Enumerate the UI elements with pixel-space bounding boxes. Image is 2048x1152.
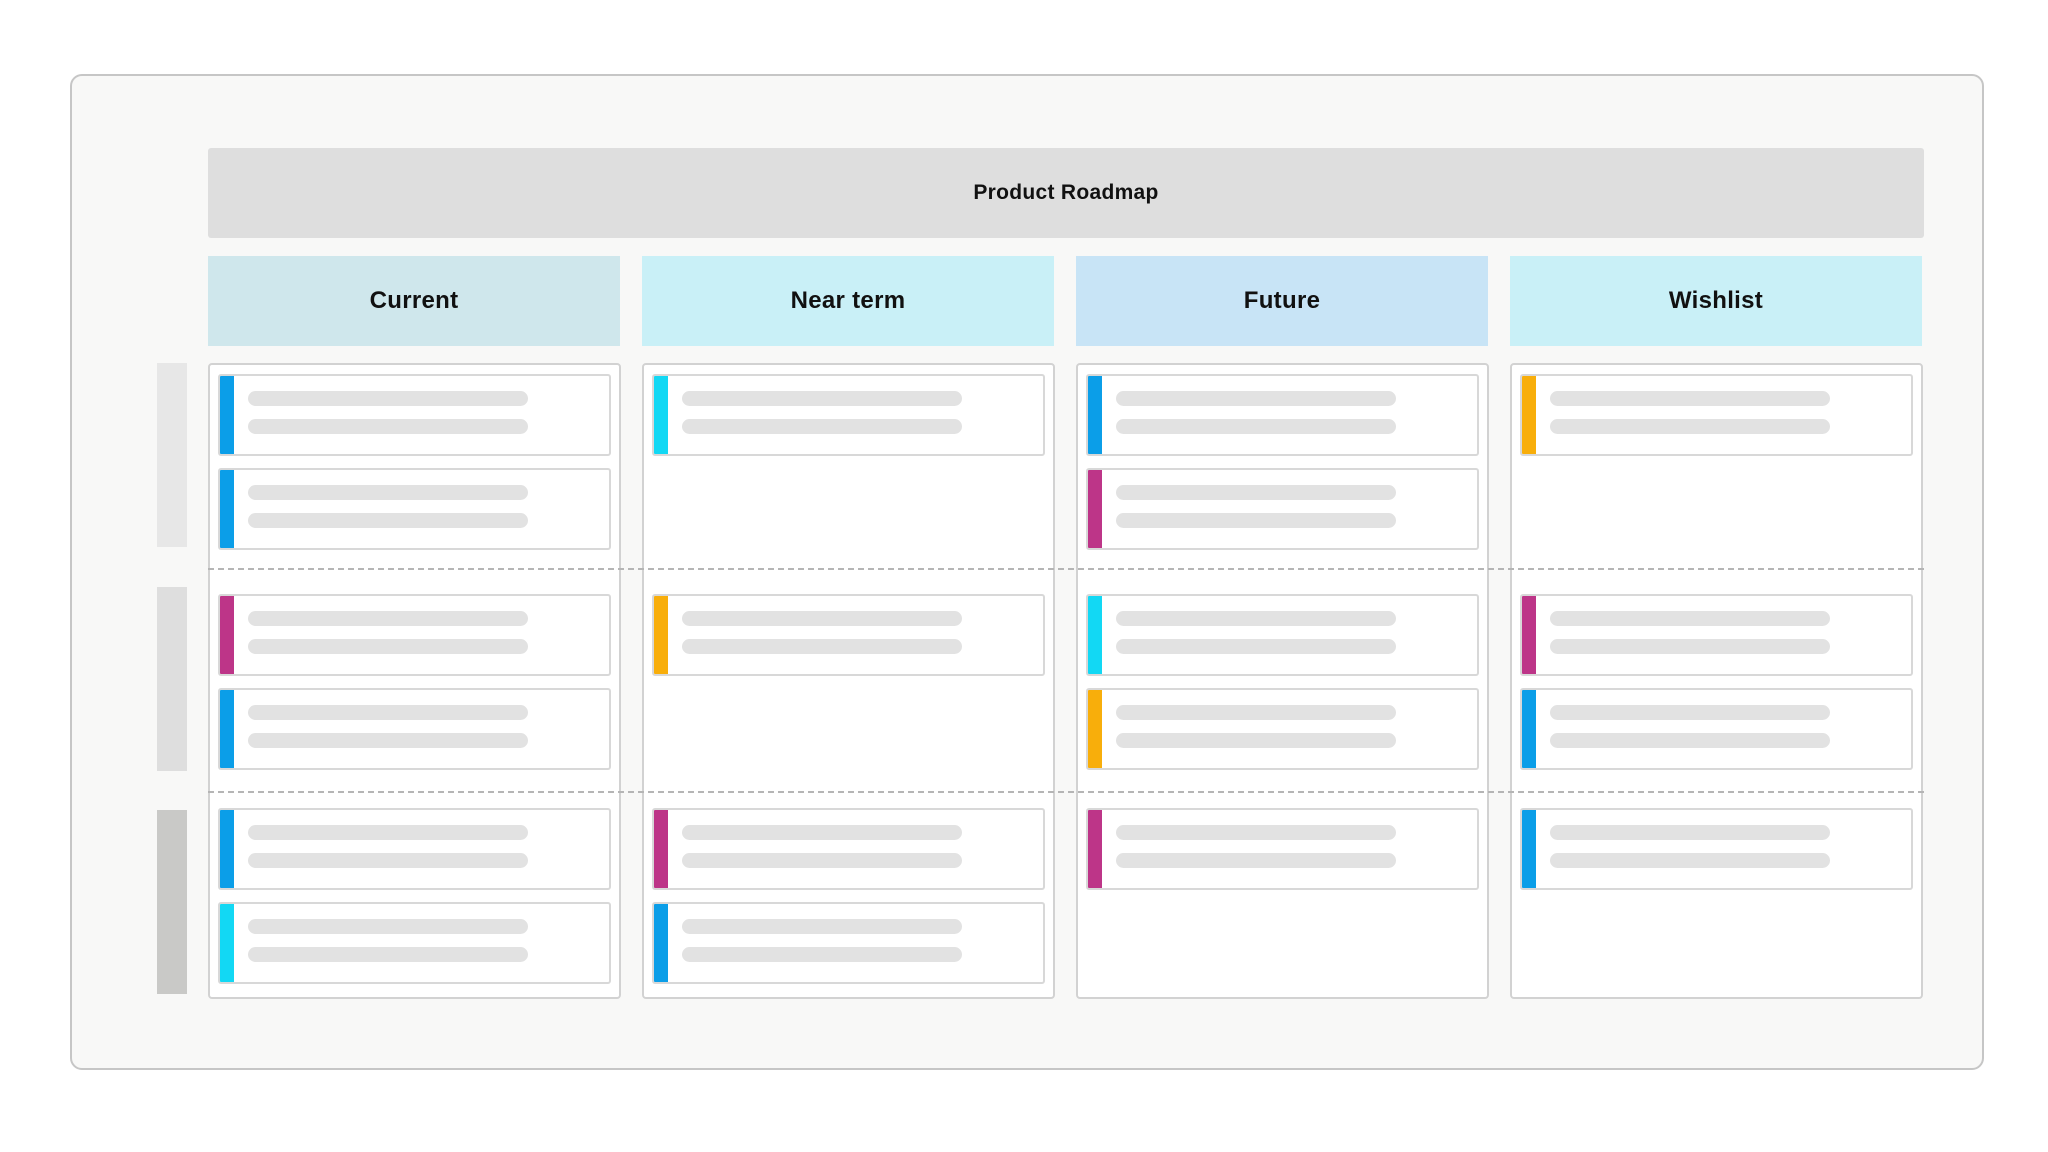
card-placeholder-line	[1550, 611, 1830, 626]
roadmap-card[interactable]	[218, 808, 611, 890]
roadmap-card[interactable]	[652, 902, 1045, 984]
roadmap-card[interactable]	[218, 374, 611, 456]
roadmap-card[interactable]	[652, 594, 1045, 676]
roadmap-card[interactable]	[1520, 594, 1913, 676]
card-placeholder-line	[248, 825, 528, 840]
card-placeholder-line	[1116, 705, 1396, 720]
roadmap-card[interactable]	[652, 808, 1045, 890]
card-placeholder-line	[248, 853, 528, 868]
card-placeholder-line	[1550, 391, 1830, 406]
column-body	[1510, 363, 1923, 999]
roadmap-card[interactable]	[1520, 374, 1913, 456]
card-accent	[654, 596, 668, 674]
card-placeholder-line	[1116, 513, 1396, 528]
card-accent	[1522, 690, 1536, 768]
card-accent	[1088, 470, 1102, 548]
card-accent	[220, 470, 234, 548]
card-accent	[1522, 376, 1536, 454]
card-accent	[1088, 376, 1102, 454]
card-accent	[1088, 596, 1102, 674]
card-placeholder-line	[682, 639, 962, 654]
lane-divider	[208, 568, 1924, 570]
lane-divider	[208, 791, 1924, 793]
roadmap-card[interactable]	[218, 902, 611, 984]
roadmap-card[interactable]	[1086, 374, 1479, 456]
roadmap-card[interactable]	[1520, 808, 1913, 890]
roadmap-card[interactable]	[1086, 808, 1479, 890]
card-placeholder-line	[248, 513, 528, 528]
column-body	[1076, 363, 1489, 999]
card-placeholder-line	[248, 705, 528, 720]
card-placeholder-line	[1116, 853, 1396, 868]
card-accent	[654, 810, 668, 888]
roadmap-card[interactable]	[1086, 688, 1479, 770]
column-header: Current	[208, 256, 620, 346]
card-accent	[1522, 596, 1536, 674]
card-accent	[1522, 810, 1536, 888]
roadmap-card[interactable]	[1086, 594, 1479, 676]
card-placeholder-line	[682, 947, 962, 962]
column-header: Near term	[642, 256, 1054, 346]
card-placeholder-line	[248, 391, 528, 406]
card-placeholder-line	[248, 947, 528, 962]
card-accent	[654, 904, 668, 982]
column-header: Wishlist	[1510, 256, 1922, 346]
card-placeholder-line	[1116, 733, 1396, 748]
card-placeholder-line	[248, 611, 528, 626]
card-placeholder-line	[1116, 391, 1396, 406]
card-placeholder-line	[1116, 611, 1396, 626]
card-placeholder-line	[1116, 825, 1396, 840]
card-placeholder-line	[1550, 825, 1830, 840]
card-placeholder-line	[1550, 853, 1830, 868]
roadmap-card[interactable]	[218, 594, 611, 676]
column-header: Future	[1076, 256, 1488, 346]
card-placeholder-line	[682, 391, 962, 406]
swimlane-marker	[157, 587, 187, 771]
card-accent	[220, 690, 234, 768]
roadmap-card[interactable]	[652, 374, 1045, 456]
card-placeholder-line	[248, 639, 528, 654]
roadmap-card[interactable]	[1520, 688, 1913, 770]
card-placeholder-line	[248, 485, 528, 500]
card-placeholder-line	[1550, 733, 1830, 748]
card-placeholder-line	[682, 419, 962, 434]
card-accent	[220, 376, 234, 454]
card-placeholder-line	[1550, 419, 1830, 434]
card-accent	[1088, 810, 1102, 888]
card-placeholder-line	[682, 825, 962, 840]
board-title: Product Roadmap	[208, 148, 1924, 238]
card-placeholder-line	[1116, 639, 1396, 654]
card-accent	[220, 596, 234, 674]
card-placeholder-line	[1550, 705, 1830, 720]
swimlane-marker	[157, 810, 187, 994]
card-placeholder-line	[682, 611, 962, 626]
card-placeholder-line	[1116, 485, 1396, 500]
roadmap-card[interactable]	[1086, 468, 1479, 550]
card-placeholder-line	[248, 919, 528, 934]
roadmap-card[interactable]	[218, 468, 611, 550]
roadmap-card[interactable]	[218, 688, 611, 770]
card-placeholder-line	[248, 733, 528, 748]
card-accent	[220, 810, 234, 888]
card-placeholder-line	[1550, 639, 1830, 654]
card-accent	[1088, 690, 1102, 768]
card-placeholder-line	[682, 919, 962, 934]
column-body	[642, 363, 1055, 999]
swimlane-marker	[157, 363, 187, 547]
card-placeholder-line	[682, 853, 962, 868]
card-accent	[220, 904, 234, 982]
card-accent	[654, 376, 668, 454]
card-placeholder-line	[248, 419, 528, 434]
card-placeholder-line	[1116, 419, 1396, 434]
